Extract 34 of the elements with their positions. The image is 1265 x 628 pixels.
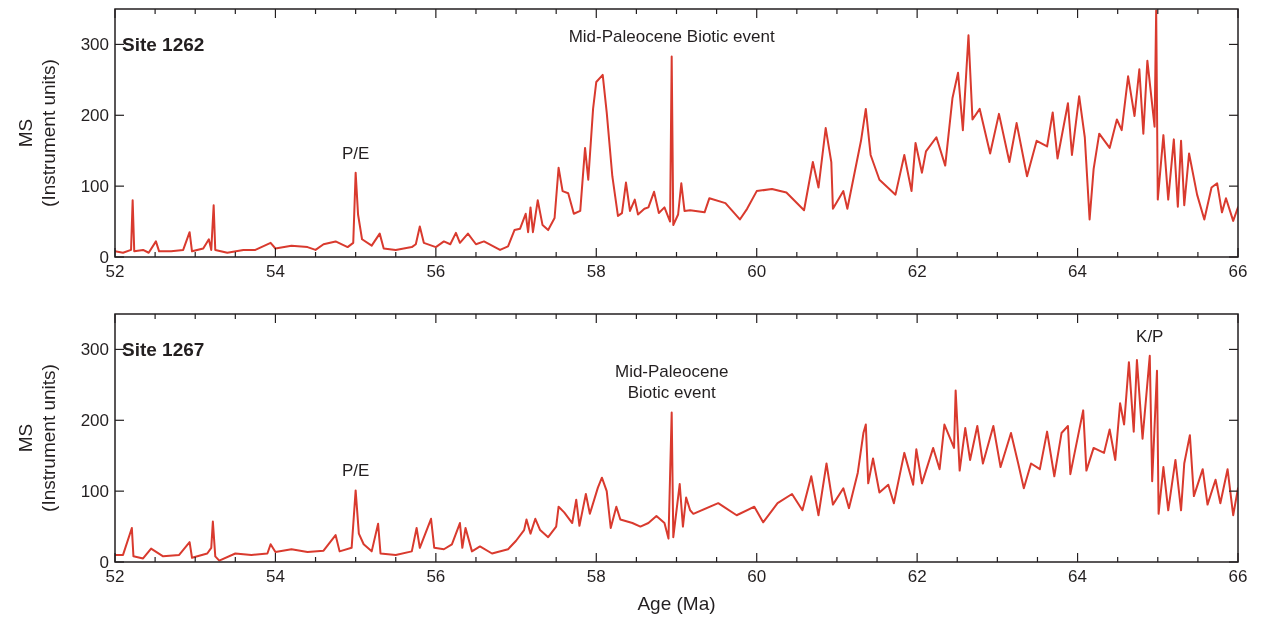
- y-tick-label: 100: [80, 482, 109, 502]
- x-tick-label: 52: [105, 262, 125, 281]
- y-tick-label: 300: [80, 35, 109, 55]
- y-tick-label: 300: [80, 340, 109, 360]
- x-tick-label: 66: [1228, 567, 1248, 586]
- x-tick-label: 58: [586, 567, 606, 586]
- annotation: Mid-Paleocene Biotic event: [568, 27, 775, 47]
- x-tick-label: 56: [426, 567, 446, 586]
- text: Site 1267: [122, 339, 205, 360]
- text: Site 1262: [122, 34, 205, 55]
- x-axis-title: Age (Ma): [637, 593, 716, 614]
- y-axis-title: MS (Instrument units): [15, 59, 59, 207]
- x-tick-label: 66: [1228, 262, 1248, 281]
- annotation: K/P: [1136, 326, 1164, 346]
- annotation: P/E: [341, 143, 370, 163]
- x-tick-label: 54: [265, 567, 285, 586]
- y-tick-label: 100: [80, 177, 109, 197]
- y-tick-label: 200: [80, 411, 109, 431]
- x-tick-label: 60: [747, 567, 767, 586]
- x-tick-label: 54: [265, 262, 285, 281]
- annotation: Mid-Paleocene Biotic event: [614, 362, 729, 403]
- x-tick-label: 64: [1068, 567, 1088, 586]
- x-tick-label: 58: [586, 262, 606, 281]
- x-tick-label: 62: [907, 262, 927, 281]
- y-axis-title: MS (Instrument units): [15, 364, 59, 512]
- x-tick-label: 60: [747, 262, 767, 281]
- x-tick-label: 62: [907, 567, 927, 586]
- annotation: P/E: [341, 461, 370, 481]
- x-tick-label: 64: [1068, 262, 1088, 281]
- x-tick-label: 52: [105, 567, 125, 586]
- line-series: [115, 9, 1238, 254]
- line-series: [115, 354, 1238, 562]
- y-tick-label: 200: [80, 106, 109, 126]
- x-tick-label: 56: [426, 262, 446, 281]
